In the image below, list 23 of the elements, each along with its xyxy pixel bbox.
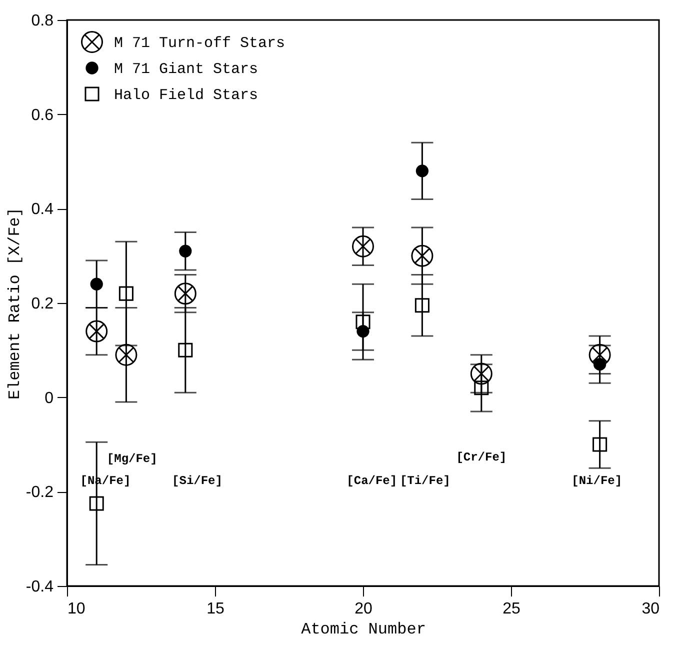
x-tick-label: 10 (68, 600, 86, 618)
annotation: [Ni/Fe] (572, 474, 622, 488)
annotation: [Cr/Fe] (456, 450, 507, 464)
legend-label: Halo Field Stars (114, 87, 258, 104)
y-tick-label: 0.4 (31, 201, 54, 218)
y-tick-label: 0 (44, 390, 54, 407)
x-tick-label: 15 (206, 600, 224, 618)
y-tick-label: -0.2 (26, 484, 54, 502)
y-axis-title: Element Ratio [X/Fe] (6, 207, 24, 400)
y-tick-label: 0.6 (31, 106, 54, 124)
annotation: [Mg/Fe] (106, 452, 158, 466)
legend-label: M 71 Turn-off Stars (114, 35, 286, 52)
x-axis-title: Atomic Number (301, 620, 426, 638)
y-tick-label: 0.2 (31, 296, 54, 312)
annotation: [Si/Fe] (172, 474, 222, 488)
annotation: [Ti/Fe] (400, 474, 450, 488)
x-tick-label: 20 (354, 600, 372, 618)
x-tick-label: 30 (642, 600, 660, 618)
annotation: [Ca/Fe] (346, 474, 398, 488)
legend-label: M 71 Giant Stars (114, 61, 258, 78)
x-tick-label: 25 (502, 600, 520, 618)
y-tick-label: 0.8 (31, 12, 54, 30)
y-tick-label: -0.4 (26, 578, 54, 596)
